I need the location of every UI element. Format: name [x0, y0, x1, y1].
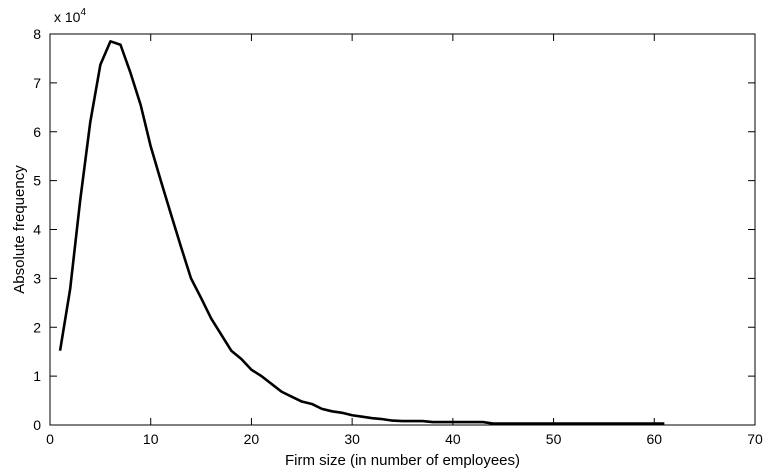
y-tick-label: 0 [33, 417, 41, 433]
y-tick-label: 8 [33, 26, 41, 42]
tick-labels: 0 10 20 30 40 50 60 70 0 1 2 3 4 5 6 7 8 [33, 26, 763, 447]
x-tick-label: 0 [46, 431, 54, 447]
tick-marks [49, 33, 756, 426]
y-tick-label: 7 [33, 75, 41, 91]
y-axis-title: Absolute frequency [11, 165, 28, 294]
y-tick-label: 3 [33, 270, 41, 286]
x-tick-label: 70 [747, 431, 763, 447]
y-multiplier-base: x 10 [54, 9, 81, 25]
y-tick-label: 4 [33, 222, 41, 238]
x-axis-title: Firm size (in number of employees) [285, 452, 520, 469]
x-tick-label: 20 [244, 431, 260, 447]
y-tick-label: 1 [33, 368, 41, 384]
y-axis-multiplier: x 104 [54, 7, 86, 25]
y-tick-label: 2 [33, 319, 41, 335]
y-tick-label: 6 [33, 124, 41, 140]
x-tick-label: 50 [546, 431, 562, 447]
x-tick-label: 60 [646, 431, 662, 447]
series-line [58, 40, 665, 425]
x-tick-label: 40 [445, 431, 461, 447]
y-tick-label: 5 [33, 173, 41, 189]
x-tick-label: 30 [344, 431, 360, 447]
plot-frame [49, 33, 756, 426]
y-multiplier-exponent: 4 [80, 7, 86, 18]
x-tick-label: 10 [143, 431, 159, 447]
